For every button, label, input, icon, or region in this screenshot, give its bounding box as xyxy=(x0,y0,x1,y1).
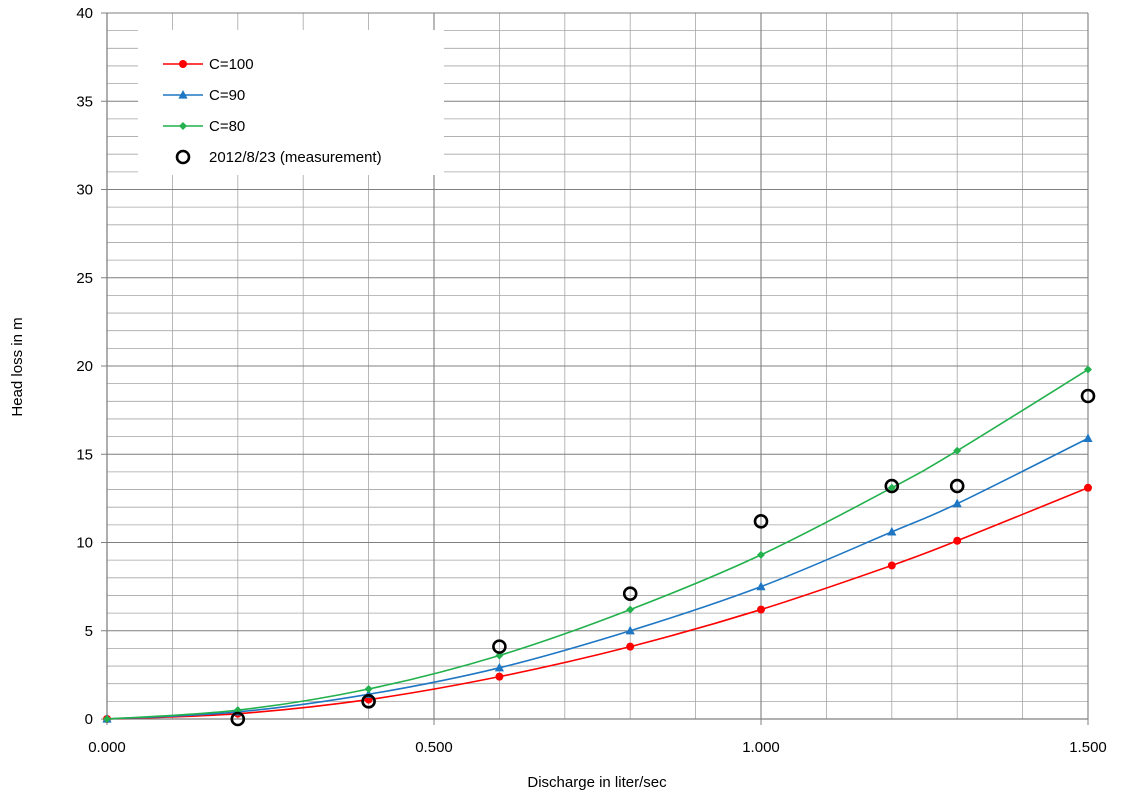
legend-marker xyxy=(179,60,187,68)
y-tick-label: 0 xyxy=(85,711,93,728)
y-tick-label: 40 xyxy=(76,5,93,22)
y-tick-label: 30 xyxy=(76,182,93,199)
data-point xyxy=(103,715,111,723)
series-0 xyxy=(103,483,1092,723)
data-point xyxy=(1083,433,1093,442)
data-point xyxy=(364,684,373,693)
series-3 xyxy=(230,388,1096,727)
data-point xyxy=(949,478,965,494)
data-point xyxy=(1084,483,1092,492)
y-tick-label: 35 xyxy=(76,93,93,110)
data-point xyxy=(1084,365,1092,374)
data-point xyxy=(626,605,635,614)
data-point xyxy=(887,561,896,570)
data-point xyxy=(625,625,635,635)
data-point xyxy=(756,581,766,591)
axes: 0 5 10 15 20 25 30 35 40 0.000 0.500 1.000 1.500 xyxy=(76,5,1106,756)
data-point xyxy=(622,586,638,601)
data-point xyxy=(887,483,896,492)
data-point xyxy=(884,478,900,494)
legend-marker xyxy=(175,149,191,165)
data-point xyxy=(753,514,769,529)
data-point xyxy=(757,550,765,559)
x-tick-label: 0.500 xyxy=(415,739,453,756)
x-axis-title: Discharge in liter/sec xyxy=(527,774,667,791)
legend-label: C=100 xyxy=(209,56,254,73)
series-layer xyxy=(102,365,1096,727)
data-point xyxy=(887,526,897,536)
series-2 xyxy=(103,365,1092,723)
legend-marker xyxy=(179,122,187,130)
data-point xyxy=(1080,388,1096,404)
x-tick-label: 1.500 xyxy=(1069,739,1107,756)
data-point xyxy=(953,536,962,545)
data-point xyxy=(494,662,504,672)
legend: C=100 C=90 C=80 2012/8/23 (measurement) xyxy=(138,30,444,175)
y-tick-label: 15 xyxy=(76,446,93,463)
data-point xyxy=(361,694,376,709)
y-tick-label: 10 xyxy=(76,535,93,552)
x-tick-label: 1.000 xyxy=(742,739,780,756)
legend-label: C=90 xyxy=(209,87,245,104)
data-point xyxy=(952,498,962,508)
data-point xyxy=(492,639,507,654)
data-point xyxy=(626,642,635,651)
legend-label: 2012/8/23 (measurement) xyxy=(209,149,382,166)
x-tick-label: 0.000 xyxy=(88,739,126,756)
data-point xyxy=(953,446,962,455)
data-point xyxy=(495,672,504,681)
series-line xyxy=(106,487,1089,720)
legend-box xyxy=(138,30,444,175)
y-tick-label: 5 xyxy=(85,623,93,640)
y-axis-title: Head loss in m xyxy=(9,317,26,416)
data-point xyxy=(230,711,246,727)
legend-marker xyxy=(178,90,188,99)
data-point xyxy=(757,605,765,614)
y-tick-label: 20 xyxy=(76,358,93,375)
legend-label: C=80 xyxy=(209,118,245,135)
y-tick-label: 25 xyxy=(76,270,93,287)
